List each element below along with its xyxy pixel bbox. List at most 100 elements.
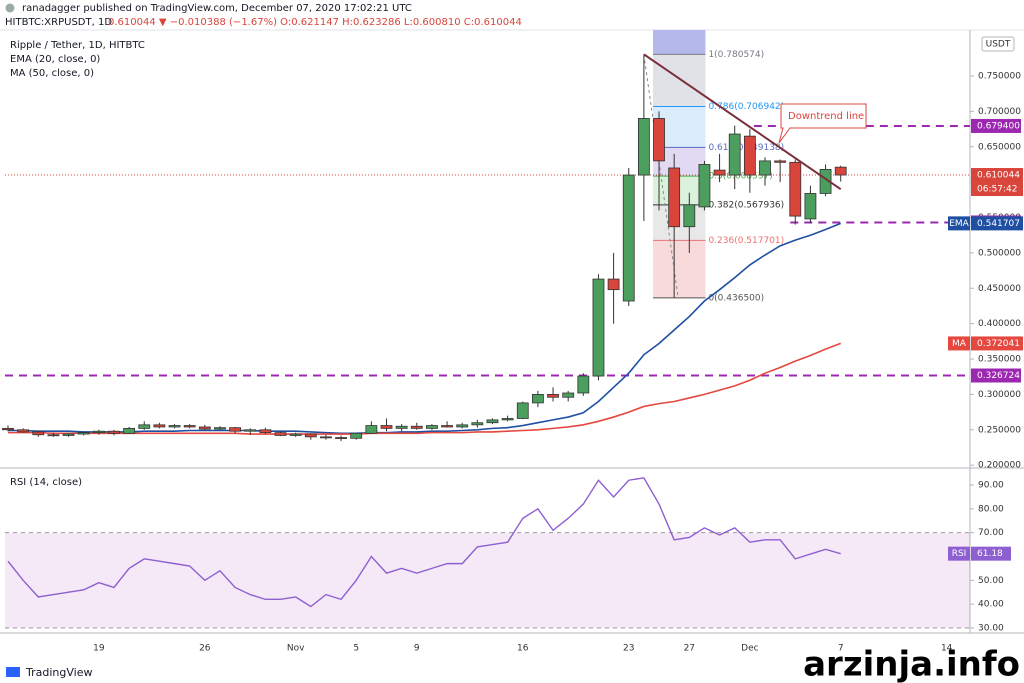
y-tick-label: 0.350000 [978, 355, 1021, 365]
candle-body [774, 160, 787, 163]
price-badge [971, 546, 1011, 561]
rsi-title: RSI (14, close) [10, 477, 82, 488]
chart-title: Ripple / Tether, 1D, HITBTC [10, 40, 145, 51]
y-tick-label: 0.200000 [978, 461, 1021, 471]
candle-body [183, 425, 196, 428]
candle-body [622, 174, 635, 302]
candle-body [123, 427, 136, 434]
price-badge [971, 336, 1023, 351]
y-tick-label: 50.00 [978, 576, 1004, 586]
candle-body [289, 433, 302, 436]
candle-body [516, 402, 529, 419]
price-badge-label: 0.372041 [977, 339, 1020, 349]
legend-ma: MA (50, close, 0) [10, 68, 94, 79]
header: ranadagger published on TradingView.com,… [22, 3, 412, 14]
x-tick-label: 7 [838, 644, 844, 654]
candle-body [441, 425, 453, 428]
candle-body [471, 422, 484, 426]
candle-body [426, 425, 438, 429]
candle-body [92, 430, 105, 434]
candle-body [32, 431, 45, 436]
candle-body [2, 427, 14, 431]
x-tick-label: 5 [353, 644, 359, 654]
candle-body [653, 118, 665, 162]
x-tick-label: Nov [287, 644, 305, 654]
candle-body [607, 278, 620, 291]
candle-body [456, 424, 469, 428]
fib-label: 0.786(0.706942) [708, 102, 784, 112]
candle-body [698, 164, 711, 208]
y-tick-label: 0.750000 [978, 71, 1021, 81]
x-tick-label: 27 [684, 644, 695, 654]
candle-body [108, 430, 120, 434]
symbol: HITBTC:XRPUSDT, 1D [5, 17, 112, 28]
watermark: arzinja.info [803, 645, 1020, 683]
fib-label: 0(0.436500) [708, 293, 764, 303]
fib-label: 1(0.780574) [708, 50, 764, 60]
candle-body [320, 436, 332, 439]
fib-label: 0.382(0.567936) [708, 200, 784, 210]
rsi-line [7, 477, 841, 608]
callout-label: Downtrend line [788, 111, 864, 122]
candle-body [62, 433, 75, 436]
callout [778, 103, 867, 144]
candle-body [804, 193, 817, 220]
price-badge [971, 216, 1023, 231]
x-tick-label: 14 [941, 644, 953, 654]
price-badge [971, 168, 1023, 183]
tag-badge [948, 546, 970, 561]
y-tick-label: 0.250000 [978, 425, 1021, 435]
fib-band [653, 240, 706, 298]
candle-body [153, 424, 166, 428]
y-tick-label: 80.00 [978, 504, 1004, 514]
candle-body [198, 426, 211, 430]
candle-body [244, 429, 257, 432]
candle-body [547, 394, 559, 398]
brand: TradingView [25, 666, 92, 679]
brand-logo [6, 667, 20, 677]
y-tick-label: 70.00 [978, 528, 1004, 538]
fib-top [653, 30, 706, 55]
candle-body [17, 429, 30, 433]
currency: USDT [986, 40, 1011, 50]
y-tick-label: 0.500000 [978, 248, 1021, 258]
fib-label: 0.236(0.517701) [708, 236, 784, 246]
candle-body [789, 161, 802, 217]
candle-body [743, 135, 756, 176]
y-tick-label: 90.00 [978, 481, 1004, 491]
candle-body [168, 425, 181, 428]
candle-body [562, 392, 575, 398]
candle-body [668, 167, 681, 228]
y-tick-label: 0.650000 [978, 142, 1021, 152]
y-tick-label: 40.00 [978, 600, 1004, 610]
price-badge-label: 0.541707 [977, 219, 1020, 229]
legend-ema: EMA (20, close, 0) [10, 54, 100, 65]
candle-body [532, 394, 544, 404]
tag-badge [948, 216, 970, 231]
countdown-badge [971, 182, 1023, 197]
candle-body [365, 425, 378, 434]
level-label: 0.679400 [977, 121, 1020, 131]
candle-body [410, 425, 423, 429]
candle-body [335, 437, 347, 439]
tag-label: RSI [952, 549, 967, 559]
y-tick-label: 0.400000 [978, 319, 1021, 329]
y-tick-label: 0.450000 [978, 284, 1021, 294]
rsi-band [5, 532, 970, 628]
candle-body [47, 434, 60, 437]
x-tick-label: 26 [199, 644, 211, 654]
x-tick-label: 23 [623, 644, 634, 654]
price-badge-label: 0.610044 [977, 171, 1020, 181]
fib-connector [643, 54, 679, 298]
tag-label: MA [952, 339, 967, 349]
x-tick-label: 16 [517, 644, 529, 654]
avatar [5, 3, 15, 13]
candle-body [380, 425, 393, 429]
candle-body [229, 427, 242, 432]
candle-body [577, 375, 590, 394]
candle-body [759, 160, 771, 176]
candle-body [683, 204, 696, 228]
quote: 0.610044 ▼ −0.010388 (−1.67%) O:0.621147… [108, 17, 522, 28]
trendline [643, 53, 842, 191]
candle-body [138, 424, 151, 429]
